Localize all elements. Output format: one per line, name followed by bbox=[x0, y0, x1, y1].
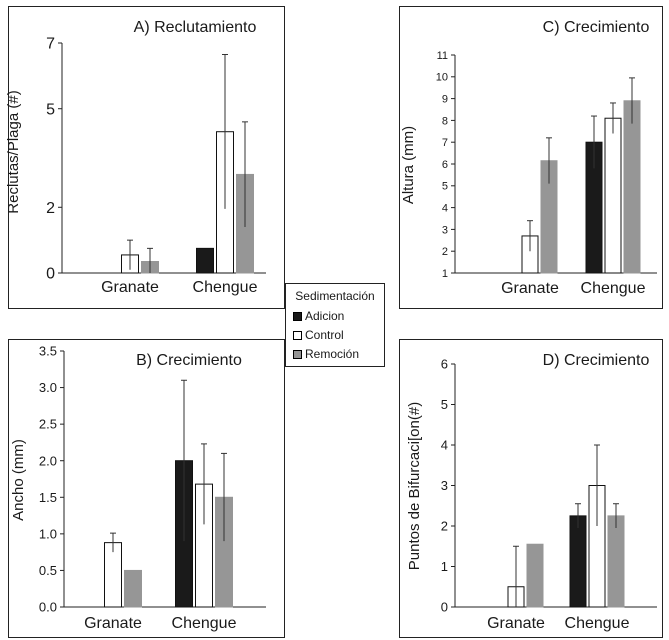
x-tick-label: Granate bbox=[101, 279, 159, 296]
y-tick-label: 2 bbox=[46, 200, 55, 217]
y-tick-label: 10 bbox=[436, 72, 448, 84]
bar-remocion bbox=[607, 515, 625, 608]
y-tick-label: 8 bbox=[442, 115, 448, 127]
x-tick-label: Chengue bbox=[172, 615, 237, 632]
x-tick-label: Granate bbox=[487, 615, 545, 632]
bar-adicion bbox=[569, 515, 587, 608]
legend: Sedimentación Adicion Control Remoción bbox=[285, 283, 385, 367]
y-tick-label: 4 bbox=[441, 438, 448, 453]
bar-remocion bbox=[526, 543, 544, 608]
y-axis-label: Ancho (mm) bbox=[10, 439, 27, 521]
chart-panel: 0 2 5 7 A) Reclutamiento Reclutas/Plaga (#) Gr… bbox=[5, 6, 285, 309]
y-tick-label: 2 bbox=[441, 519, 448, 534]
y-tick-label: 4 bbox=[442, 202, 448, 214]
x-tick-label: Granate bbox=[84, 615, 142, 632]
legend-label-control: Control bbox=[305, 328, 344, 342]
legend-swatch-remocion bbox=[293, 350, 302, 359]
bar-adicion bbox=[196, 247, 214, 274]
panel-frame bbox=[8, 339, 285, 638]
y-tick-label: 6 bbox=[442, 159, 448, 171]
bar-remocion bbox=[124, 569, 142, 608]
y-tick-label: 2.0 bbox=[39, 453, 57, 468]
chart-panel: 1 2 3 4 5 6 7 8 9 10 11 C) Crecimiento Altura (mm) Gr… bbox=[399, 6, 663, 309]
y-axis-label: Altura (mm) bbox=[400, 126, 417, 204]
y-tick-label: 5 bbox=[46, 101, 55, 118]
x-tick-label: Chengue bbox=[565, 615, 630, 632]
y-tick-label: 1 bbox=[441, 559, 448, 574]
chart-panel: 0 1 2 3 4 5 6 D) Crecimiento Puntos de Bifurcaci… bbox=[399, 339, 663, 638]
y-tick-label: 5 bbox=[442, 181, 448, 193]
legend-title: Sedimentación bbox=[295, 289, 375, 303]
chart-panel: 0.0 0.5 1.0 1.5 2.0 2.5 3.0 3.5 B) Crecimiento An… bbox=[8, 339, 285, 638]
y-tick-label: 1.5 bbox=[39, 490, 57, 505]
legend-swatch-control bbox=[293, 331, 302, 340]
legend-label-remocion: Remoción bbox=[305, 347, 360, 361]
y-tick-label: 9 bbox=[442, 93, 448, 105]
x-tick-label: Granate bbox=[501, 280, 559, 297]
y-axis-label: Reclutas/Plaga (#) bbox=[5, 90, 22, 213]
y-tick-label: 6 bbox=[441, 357, 448, 372]
chart-title: D) Crecimiento bbox=[543, 352, 650, 369]
legend-item-remocion: Remoción bbox=[293, 347, 359, 361]
y-tick-label: 2 bbox=[442, 246, 448, 258]
legend-item-adicion: Adicion bbox=[293, 309, 344, 323]
chart-title: B) Crecimiento bbox=[136, 352, 242, 369]
legend-swatch-adicion bbox=[293, 312, 302, 321]
y-tick-label: 11 bbox=[437, 50, 448, 62]
x-tick-label: Chengue bbox=[193, 279, 258, 296]
y-tick-label: 3.0 bbox=[39, 380, 57, 395]
y-tick-label: 1 bbox=[442, 268, 448, 280]
y-tick-label: 3.5 bbox=[39, 344, 57, 359]
bar-control bbox=[604, 117, 622, 274]
y-tick-label: 3 bbox=[441, 478, 448, 493]
y-tick-label: 0 bbox=[46, 266, 55, 283]
y-tick-label: 0 bbox=[441, 600, 448, 615]
bar-control bbox=[104, 542, 122, 608]
bar-remocion bbox=[623, 100, 641, 274]
y-tick-label: 7 bbox=[442, 137, 448, 149]
legend-item-control: Control bbox=[293, 328, 344, 342]
x-tick-label: Chengue bbox=[581, 280, 646, 297]
legend-label-adicion: Adicion bbox=[305, 309, 345, 323]
y-tick-label: 7 bbox=[46, 36, 55, 53]
y-tick-label: 0.5 bbox=[39, 563, 57, 578]
y-tick-label: 3 bbox=[442, 224, 448, 236]
y-tick-label: 5 bbox=[441, 397, 448, 412]
y-tick-label: 2.5 bbox=[39, 417, 57, 432]
chart-title: C) Crecimiento bbox=[543, 19, 650, 36]
y-tick-label: 0.0 bbox=[39, 600, 57, 615]
y-axis-label: Puntos de Bifurcaci[on(#) bbox=[406, 402, 423, 570]
chart-title: A) Reclutamiento bbox=[134, 19, 257, 36]
y-tick-label: 1.0 bbox=[39, 526, 57, 541]
